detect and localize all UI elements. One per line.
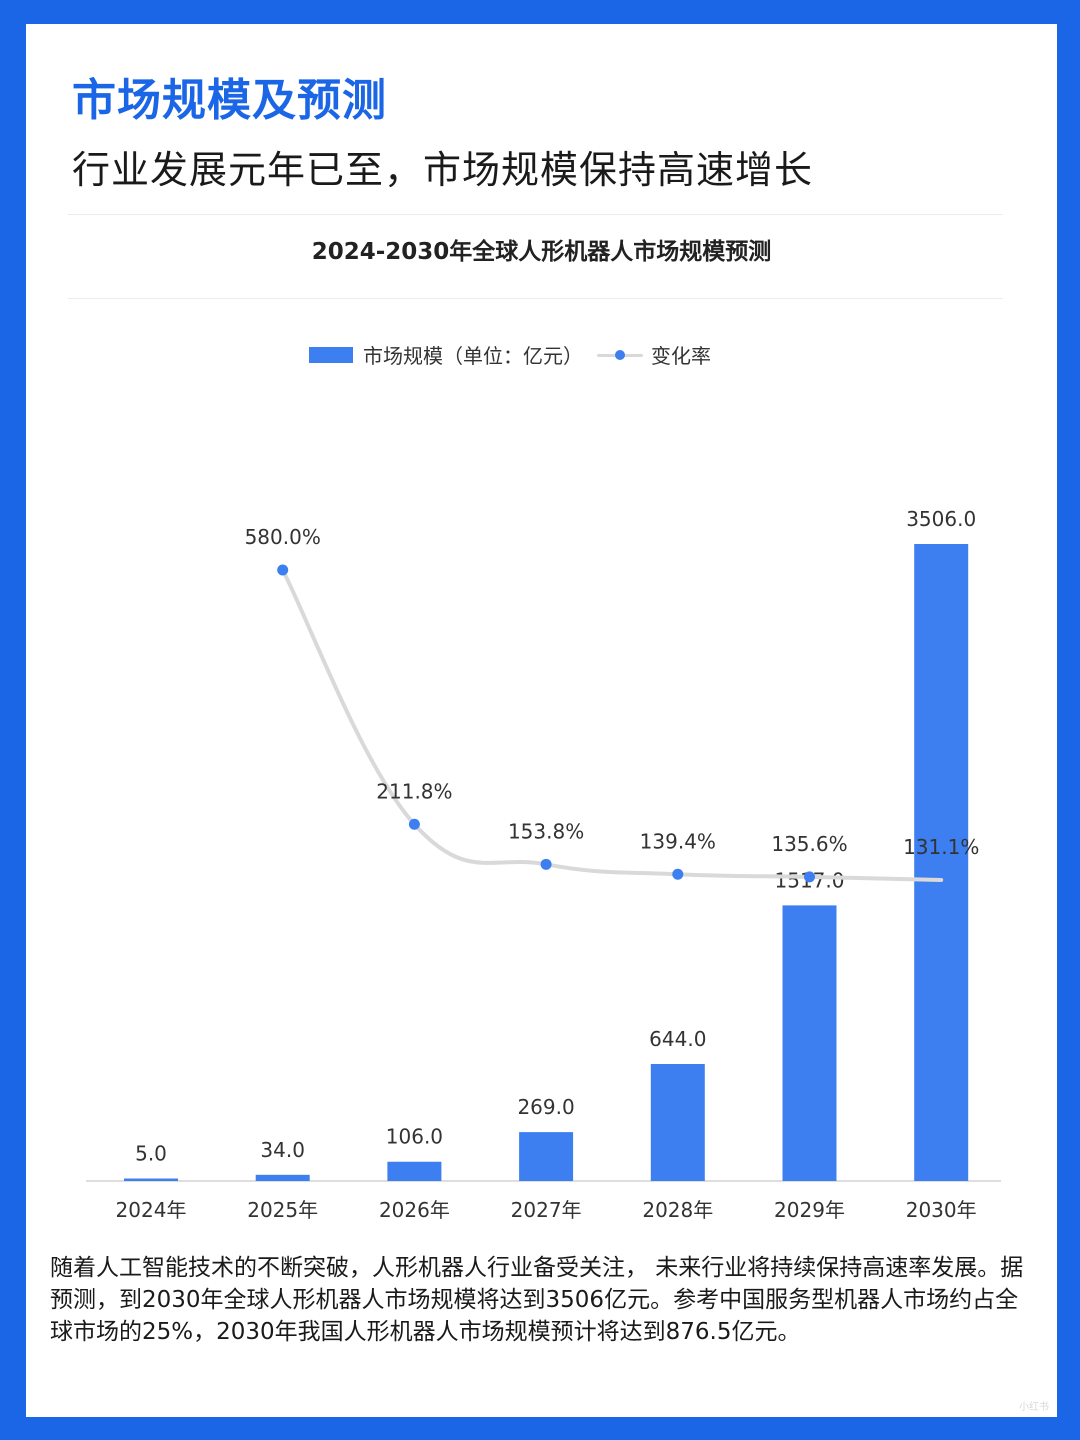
bar-1	[124, 1178, 178, 1181]
page-title: 市场规模及预测	[72, 75, 387, 126]
legend-bar-label: 市场规模（单位：亿元）	[363, 344, 583, 368]
description-text: 随着人工智能技术的不断突破，人形机器人行业备受关注， 未来行业将持续保持高速率发…	[50, 1255, 1024, 1345]
x-tick-label: 2027年	[511, 1198, 582, 1222]
x-tick-label: 2030年	[906, 1198, 977, 1222]
rate-value-label: 580.0%	[245, 525, 321, 549]
rate-value-label: 153.8%	[508, 819, 584, 843]
bar-value-label: 3506.0	[906, 507, 976, 531]
watermark: 小红书	[1019, 1402, 1049, 1413]
x-tick-label: 2026年	[379, 1198, 450, 1222]
chart-title: 2024-2030年全球人形机器人市场规模预测	[311, 239, 772, 265]
bar-4	[519, 1132, 574, 1181]
x-tick-label: 2028年	[642, 1198, 713, 1222]
x-tick-label: 2024年	[116, 1198, 187, 1222]
rate-value-label: 135.6%	[771, 832, 847, 856]
bar-value-label: 644.0	[649, 1027, 706, 1051]
bar-6	[782, 905, 837, 1181]
rate-value-label: 139.4%	[640, 829, 716, 853]
legend-line-label: 变化率	[651, 344, 711, 368]
bar-3	[387, 1161, 442, 1181]
bar-value-label: 106.0	[386, 1125, 443, 1149]
bar-value-label: 5.0	[135, 1142, 167, 1166]
bar-7	[914, 544, 969, 1181]
bar-value-label: 34.0	[260, 1138, 305, 1162]
content-card: 市场规模及预测 行业发展元年已至，市场规模保持高速增长 2024-2030年全球…	[26, 24, 1057, 1417]
rate-point	[277, 564, 289, 576]
divider-chart-title	[68, 298, 1003, 299]
x-tick-label: 2029年	[774, 1198, 845, 1222]
divider-top	[68, 214, 1003, 215]
rate-point	[672, 868, 684, 880]
bar-2	[255, 1174, 310, 1181]
rate-point	[540, 858, 552, 870]
chart-legend: 市场规模（单位：亿元） 变化率	[309, 340, 711, 369]
chart-plot: 5.0 2024年 34.0 2025年 106.0 2026年 269.0 2027年 644…	[86, 507, 1001, 1222]
x-tick-label: 2025年	[247, 1198, 318, 1222]
bar-value-label: 269.0	[517, 1095, 574, 1119]
bar-5	[650, 1063, 705, 1181]
rate-value-label: 211.8%	[376, 779, 452, 803]
rate-point	[804, 871, 815, 883]
page-subtitle: 行业发展元年已至，市场规模保持高速增长	[72, 148, 814, 192]
legend-line-swatch	[597, 347, 643, 363]
rate-value-label: 131.1%	[903, 835, 979, 859]
rate-point	[408, 818, 420, 830]
legend-bar-swatch	[309, 346, 353, 363]
